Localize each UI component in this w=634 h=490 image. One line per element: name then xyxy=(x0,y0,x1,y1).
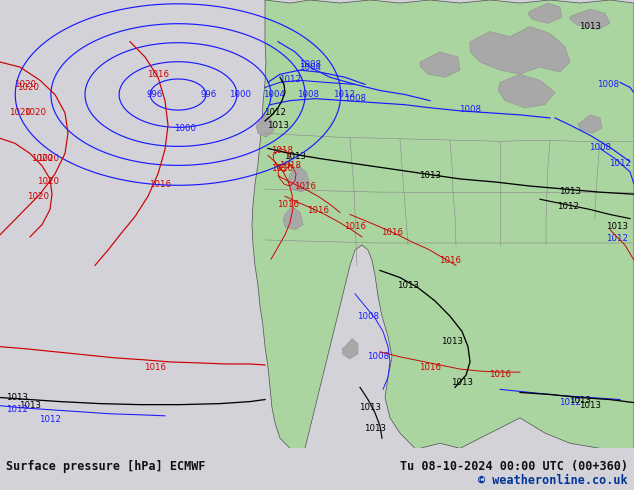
Polygon shape xyxy=(578,115,602,133)
Text: 1016: 1016 xyxy=(271,164,293,173)
Text: 1016: 1016 xyxy=(277,200,299,209)
Text: 1000: 1000 xyxy=(174,123,196,133)
Text: 1008: 1008 xyxy=(297,90,319,99)
Text: 1016: 1016 xyxy=(307,206,329,215)
Text: 1020: 1020 xyxy=(17,83,39,92)
Text: 1016: 1016 xyxy=(419,363,441,371)
Text: 1020: 1020 xyxy=(14,80,36,89)
Text: 1020: 1020 xyxy=(27,192,49,201)
Text: 1020: 1020 xyxy=(9,108,31,117)
Polygon shape xyxy=(342,339,358,359)
Text: 1012: 1012 xyxy=(559,398,581,407)
Text: 1012: 1012 xyxy=(606,234,628,244)
Polygon shape xyxy=(470,26,570,74)
Text: 1012: 1012 xyxy=(333,90,355,99)
Text: 1018: 1018 xyxy=(271,146,293,155)
Polygon shape xyxy=(252,0,634,448)
Text: 1013: 1013 xyxy=(451,378,473,387)
Text: 1013: 1013 xyxy=(267,121,289,129)
Text: 1013: 1013 xyxy=(19,401,41,410)
Text: 1016: 1016 xyxy=(144,363,166,371)
Text: 1012: 1012 xyxy=(39,416,61,424)
Text: 1016: 1016 xyxy=(344,222,366,231)
Text: 1008: 1008 xyxy=(367,352,389,361)
Polygon shape xyxy=(498,74,555,108)
Text: 1012: 1012 xyxy=(279,75,301,84)
Text: 1013: 1013 xyxy=(579,401,601,410)
Text: © weatheronline.co.uk: © weatheronline.co.uk xyxy=(478,474,628,487)
Text: 1013: 1013 xyxy=(397,281,419,290)
Text: 1013: 1013 xyxy=(559,187,581,196)
Text: 1012: 1012 xyxy=(609,159,631,168)
Text: 1008: 1008 xyxy=(299,60,321,69)
Polygon shape xyxy=(288,166,310,192)
Text: 1013: 1013 xyxy=(441,337,463,346)
Polygon shape xyxy=(420,52,460,77)
Text: 1013: 1013 xyxy=(284,152,306,161)
Polygon shape xyxy=(570,9,610,29)
Text: 1016: 1016 xyxy=(439,256,461,265)
Text: 996: 996 xyxy=(147,90,163,99)
Text: 1016: 1016 xyxy=(149,179,171,189)
Text: 1008: 1008 xyxy=(597,80,619,89)
Text: 1000: 1000 xyxy=(229,90,251,99)
Text: 1004: 1004 xyxy=(263,90,285,99)
Text: 1012: 1012 xyxy=(264,108,286,117)
Text: 1018: 1018 xyxy=(279,161,301,170)
Text: 1020: 1020 xyxy=(37,177,59,187)
Text: 1008: 1008 xyxy=(459,105,481,114)
Text: 1008: 1008 xyxy=(344,94,366,103)
Text: 1008: 1008 xyxy=(357,312,379,320)
Text: 1012: 1012 xyxy=(557,202,579,211)
Text: Surface pressure [hPa] ECMWF: Surface pressure [hPa] ECMWF xyxy=(6,460,206,473)
Polygon shape xyxy=(528,3,562,24)
Text: 1013: 1013 xyxy=(579,22,601,31)
Text: Tu 08-10-2024 00:00 UTC (00+360): Tu 08-10-2024 00:00 UTC (00+360) xyxy=(399,460,628,473)
Text: 1016: 1016 xyxy=(489,369,511,379)
Text: 1016: 1016 xyxy=(381,228,403,237)
Text: 1020: 1020 xyxy=(37,154,59,163)
Text: 1020: 1020 xyxy=(31,154,53,163)
Text: 1020: 1020 xyxy=(24,108,46,117)
Text: 1013: 1013 xyxy=(359,403,381,412)
Text: 1013: 1013 xyxy=(364,423,386,433)
Polygon shape xyxy=(256,115,274,137)
Text: 1008: 1008 xyxy=(589,143,611,152)
Text: 1016: 1016 xyxy=(294,182,316,191)
Text: 1016: 1016 xyxy=(147,70,169,79)
Text: 1013: 1013 xyxy=(606,222,628,231)
Text: 1004: 1004 xyxy=(299,63,321,72)
Text: 1013: 1013 xyxy=(569,396,591,405)
Text: 1013: 1013 xyxy=(6,393,28,402)
Text: 1013: 1013 xyxy=(419,172,441,180)
Text: 1012: 1012 xyxy=(6,405,28,414)
Polygon shape xyxy=(283,206,303,230)
Text: 996: 996 xyxy=(201,90,217,99)
